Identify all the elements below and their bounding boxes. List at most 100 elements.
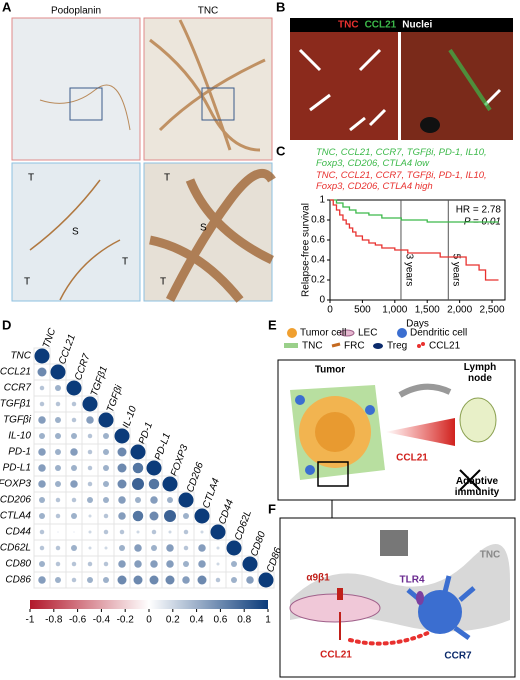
correlation-dot xyxy=(38,416,46,424)
correlation-dot xyxy=(134,544,142,552)
correlation-dot xyxy=(55,433,61,439)
correlation-dot xyxy=(73,531,75,533)
correlation-dot xyxy=(149,511,159,521)
correlation-dot xyxy=(55,401,61,407)
correlation-dot xyxy=(151,545,157,551)
legend-label: CCL21 xyxy=(429,341,461,352)
row-label: CD62L xyxy=(0,543,31,554)
column-label: PD-L1 xyxy=(153,432,173,462)
correlation-dot xyxy=(70,448,78,456)
row-label: CCR7 xyxy=(4,383,32,394)
correlation-dot xyxy=(55,513,61,519)
correlation-dot xyxy=(119,545,125,551)
correlation-dot xyxy=(183,529,189,535)
correlation-dot xyxy=(246,576,254,584)
correlation-dot xyxy=(150,560,158,568)
correlation-dot xyxy=(114,428,130,444)
correlation-dot xyxy=(132,478,144,490)
panel-label: A xyxy=(2,0,12,14)
row-label: PD-1 xyxy=(8,447,31,458)
correlation-dot xyxy=(148,478,160,490)
correlation-dot xyxy=(103,433,109,439)
panel-label: B xyxy=(276,0,285,14)
correlation-dot xyxy=(87,433,93,439)
correlation-dot xyxy=(167,497,173,503)
correlation-dot xyxy=(200,530,204,534)
column-label: CD80 xyxy=(249,530,268,558)
correlation-dot xyxy=(82,396,98,412)
y-axis-label: Relapse-free survival xyxy=(301,203,312,297)
integrin-label: α9β1 xyxy=(306,573,330,584)
correlation-dot xyxy=(166,544,174,552)
correlation-dot xyxy=(39,529,45,535)
x-axis-label: Days xyxy=(406,319,429,330)
correlation-dot xyxy=(57,531,59,533)
correlation-dot xyxy=(162,476,178,492)
correlation-dot xyxy=(55,385,61,391)
colorbar-tick-label: 0.2 xyxy=(166,615,180,626)
x-tick-label: 500 xyxy=(354,305,371,316)
correlation-dot xyxy=(103,561,109,567)
correlation-dot xyxy=(88,514,92,518)
correlation-dot xyxy=(55,577,61,583)
correlation-dot xyxy=(215,577,221,583)
correlation-dot xyxy=(55,497,61,503)
correlation-dot xyxy=(87,561,93,567)
correlation-dot xyxy=(38,480,46,488)
correlation-dot xyxy=(183,513,189,519)
correlation-dot xyxy=(165,575,175,585)
correlation-dot xyxy=(55,449,61,455)
colorbar-tick-label: -0.8 xyxy=(45,615,63,626)
row-label: TGFβ1 xyxy=(0,399,31,410)
correlation-dot xyxy=(55,545,61,551)
column-label: CTLA4 xyxy=(201,477,222,510)
row-label: CD206 xyxy=(0,495,31,506)
survival-curve xyxy=(330,199,499,223)
correlation-dot xyxy=(117,447,127,457)
correlation-dot xyxy=(118,560,126,568)
panel-label: C xyxy=(276,143,286,158)
correlation-dot xyxy=(38,464,46,472)
row-label: PD-L1 xyxy=(3,463,31,474)
correlation-dot xyxy=(87,465,93,471)
correlation-dot xyxy=(39,513,45,519)
correlation-dot xyxy=(168,530,172,534)
plot-frame xyxy=(329,199,506,301)
chemokine-label: CCL21 xyxy=(320,650,352,661)
correlation-dot xyxy=(150,496,158,504)
colorbar-tick-label: -0.2 xyxy=(117,615,135,626)
x-tick-label: 2,500 xyxy=(480,305,505,316)
column-label: IL-10 xyxy=(121,404,139,430)
correlation-dot xyxy=(39,385,45,391)
receptor-label: TLR4 xyxy=(400,575,425,586)
x-tick-label: 1,000 xyxy=(382,305,407,316)
correlation-dot xyxy=(132,510,144,522)
correlation-dot xyxy=(103,449,109,455)
annotation: HR = 2.78 xyxy=(456,205,502,216)
correlation-dot xyxy=(103,481,109,487)
row-label: CTLA4 xyxy=(0,511,31,522)
colorbar-tick-label: 0.6 xyxy=(213,615,227,626)
correlation-dot xyxy=(71,545,77,551)
column-label: CD206 xyxy=(185,461,206,494)
correlation-dot xyxy=(216,562,220,566)
correlation-dot xyxy=(71,497,77,503)
correlation-dot xyxy=(39,561,45,567)
correlation-dot xyxy=(134,560,142,568)
region-label: S xyxy=(200,223,207,234)
legend-high: TNC, CCL21, CCR7, TGFβi, PD-1, IL10, Fox… xyxy=(316,170,487,192)
inset-label: TNC xyxy=(384,519,405,530)
correlation-dot xyxy=(135,497,141,503)
correlation-dot xyxy=(55,465,61,471)
correlation-dot xyxy=(231,577,237,583)
correlation-dot xyxy=(71,433,77,439)
region-label: T xyxy=(28,173,34,184)
stain-label: Nuclei xyxy=(402,20,432,31)
correlation-dot xyxy=(130,444,146,460)
y-tick-label: 0 xyxy=(319,295,325,306)
correlation-dot xyxy=(86,416,94,424)
column-label: TGFβi xyxy=(105,383,125,414)
row-label: CD86 xyxy=(5,575,31,586)
column-label: TNC xyxy=(41,326,59,350)
